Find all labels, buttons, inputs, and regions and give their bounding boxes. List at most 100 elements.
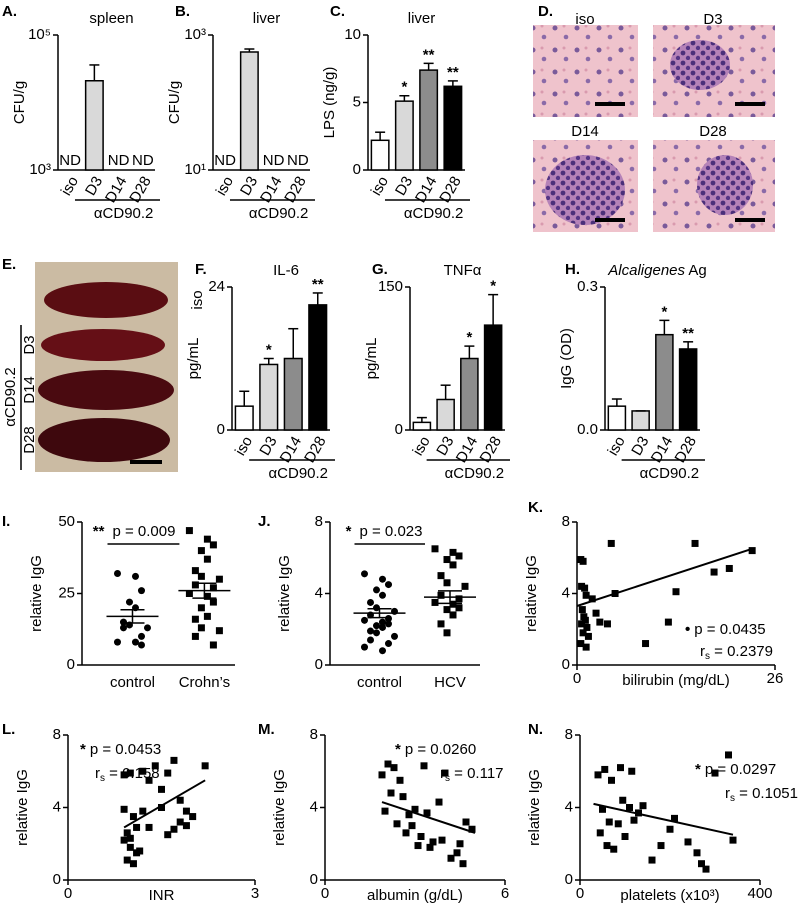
point — [191, 567, 199, 575]
point — [666, 825, 674, 833]
significance: * — [661, 303, 667, 320]
point — [671, 814, 678, 822]
point — [619, 796, 627, 804]
point — [379, 623, 386, 631]
x-axis-label: platelets (x10³) — [620, 887, 719, 904]
point — [203, 612, 211, 620]
y-tick-label: 0.0 — [577, 421, 598, 438]
r-subscript: s — [445, 773, 450, 784]
point — [578, 620, 586, 628]
y-tick-label: 10³ — [184, 26, 206, 43]
point — [123, 856, 131, 864]
x-tick-label: 26 — [767, 670, 784, 687]
point — [437, 620, 445, 628]
fit-line — [593, 802, 734, 836]
p-value: * p = 0.0260 — [395, 741, 476, 758]
bar — [436, 398, 455, 431]
spleen — [38, 418, 170, 462]
image-label: iso — [189, 290, 206, 309]
panel-letter: C. — [330, 3, 345, 20]
point — [455, 595, 463, 603]
point — [151, 762, 159, 770]
point — [158, 804, 165, 811]
point — [459, 860, 467, 868]
y-axis-label: LPS (ng/g) — [321, 67, 338, 139]
point — [608, 776, 615, 784]
bar — [631, 410, 650, 431]
point — [164, 831, 172, 839]
p-value: * p = 0.0297 — [695, 761, 776, 778]
point — [592, 609, 600, 617]
point — [197, 572, 205, 580]
panel-letter: H. — [565, 261, 580, 278]
x-tick-label: iso — [604, 433, 628, 458]
point — [131, 638, 139, 646]
y-axis-label: relative IgG — [526, 769, 543, 846]
x-tick-label: control — [110, 674, 155, 691]
point — [417, 833, 425, 840]
point — [441, 769, 449, 777]
group-label: αCD90.2 — [404, 205, 464, 222]
y-tick-label: 10 — [344, 26, 361, 43]
bar — [370, 139, 390, 171]
point — [158, 785, 165, 793]
group-label: αCD90.2 — [2, 367, 19, 427]
p-value: p = 0.023 — [360, 523, 423, 540]
point — [426, 843, 434, 851]
point — [381, 807, 389, 815]
panel-letter: K. — [528, 499, 543, 516]
correlation: rs = 0.1051 — [725, 785, 798, 804]
point — [449, 600, 457, 608]
nd-label: ND — [132, 152, 154, 169]
point — [373, 586, 380, 594]
point — [133, 823, 141, 831]
point — [614, 820, 622, 828]
point — [385, 615, 392, 623]
panel-title: spleen — [89, 10, 133, 27]
bar — [655, 333, 674, 431]
point — [385, 620, 392, 628]
p-value: • p = 0.0435 — [685, 621, 766, 638]
point — [379, 575, 386, 583]
point — [191, 632, 199, 640]
point — [393, 820, 401, 828]
spleen — [44, 282, 168, 318]
point — [596, 618, 604, 626]
point — [594, 771, 602, 779]
y-axis-label: pg/mL — [185, 338, 202, 380]
r-symbol: r — [95, 765, 100, 782]
bar — [678, 348, 698, 431]
y-tick-label: 0 — [395, 421, 403, 438]
y-tick-label: 8 — [565, 726, 573, 743]
point — [429, 838, 437, 846]
point — [120, 805, 128, 813]
point — [657, 842, 665, 850]
nd-label: ND — [59, 152, 81, 169]
point — [361, 570, 368, 578]
y-tick-label: 4 — [562, 584, 570, 601]
point — [582, 591, 590, 599]
point — [630, 816, 638, 824]
point — [176, 796, 184, 804]
point — [120, 771, 128, 779]
group-label: αCD90.2 — [445, 465, 505, 482]
y-tick-label: 25 — [58, 584, 75, 601]
point — [578, 606, 586, 614]
bar — [283, 357, 303, 431]
point — [203, 555, 211, 563]
image-label: D14 — [571, 123, 599, 140]
p-value: * p = 0.0453 — [80, 741, 161, 758]
point — [119, 618, 127, 626]
bar — [419, 69, 439, 171]
point — [449, 548, 457, 556]
correlation: rs = 0.2379 — [700, 643, 773, 662]
point — [170, 756, 178, 764]
point — [617, 764, 624, 772]
image-label: D14 — [21, 376, 38, 404]
point — [189, 813, 197, 821]
point — [437, 591, 445, 599]
y-tick-label: 0 — [67, 656, 75, 673]
x-tick-label: iso — [58, 173, 82, 198]
point — [197, 604, 205, 612]
bar — [84, 80, 104, 171]
